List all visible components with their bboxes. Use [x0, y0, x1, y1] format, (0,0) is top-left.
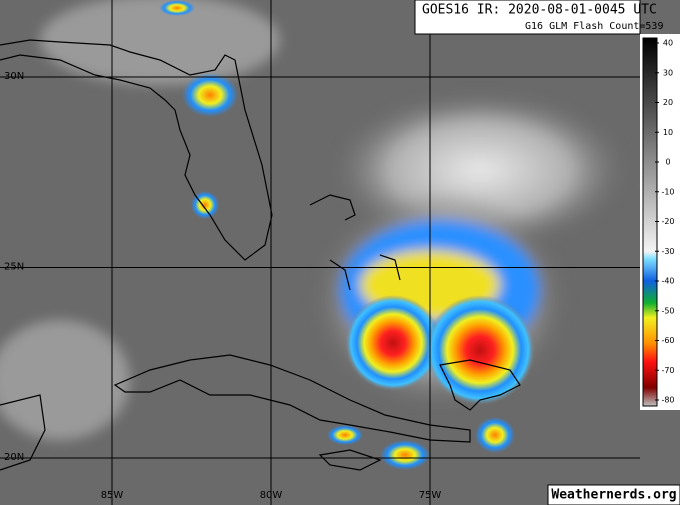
- colorbar-label: -50: [661, 306, 674, 315]
- convection: [425, 295, 535, 405]
- convection: [475, 417, 515, 453]
- colorbar-label: 30: [663, 68, 673, 77]
- lat-label: 30N: [4, 71, 24, 82]
- title-box: [414, 0, 641, 35]
- convection: [380, 440, 430, 470]
- lat-lon-grid: 30N 25N 20N 85W 80W 75W: [0, 0, 640, 505]
- subtitle: G16 GLM Flash Count=539: [525, 21, 663, 32]
- colorbar-label: 20: [663, 98, 673, 107]
- coastlines: [0, 39, 521, 471]
- lon-label: 85W: [101, 490, 124, 501]
- lon-label: 75W: [419, 490, 442, 501]
- colorbar-label: -20: [661, 217, 674, 226]
- convection: [327, 425, 363, 445]
- colorbar-label: 10: [663, 128, 673, 137]
- colorbar-label: 40: [663, 39, 673, 48]
- colorbar-label: -70: [661, 366, 674, 375]
- lat-label: 25N: [4, 262, 24, 273]
- colorbar-ticks: 40 30 20 10 0 -10 -20 -30 -40 -50 -60 -70 -80: [655, 39, 675, 405]
- lon-label: 80W: [260, 490, 283, 501]
- title: GOES16 IR: 2020-08-01-0045 UTC: [422, 3, 657, 18]
- lat-label: 20N: [4, 452, 24, 463]
- colorbar-label: -10: [661, 187, 674, 196]
- colorbar-label: -30: [661, 247, 674, 256]
- credit: Weathernerds.org: [551, 488, 676, 503]
- colorbar-label: -40: [661, 277, 674, 286]
- credit-box: [547, 484, 680, 505]
- colorbar-label: 0: [665, 158, 670, 167]
- colorbar-label: -60: [661, 336, 674, 345]
- convection: [182, 73, 238, 117]
- convection: [159, 0, 195, 16]
- convection: [191, 191, 219, 219]
- colorbar-label: -80: [661, 396, 674, 405]
- convection: [345, 295, 441, 391]
- colorbar: [642, 37, 658, 407]
